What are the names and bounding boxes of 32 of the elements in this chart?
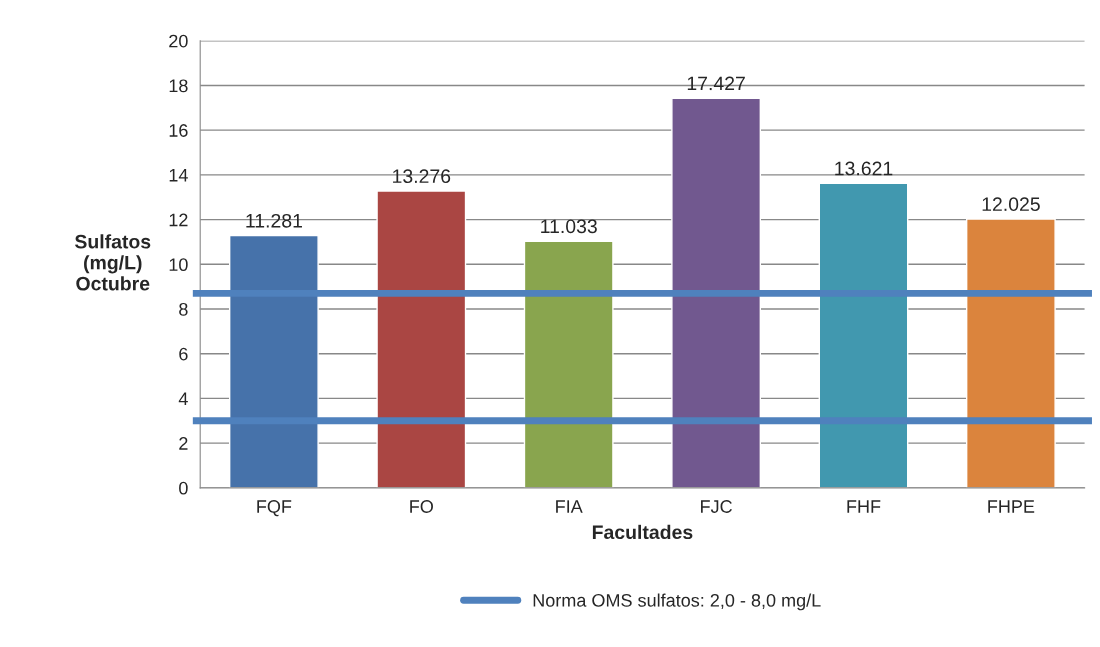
x-tick-label: FHPE [988, 500, 1035, 513]
y-tick-label: 20 [169, 34, 188, 48]
y-tick-label: 2 [179, 437, 188, 450]
x-tick-label: FHF [847, 500, 881, 513]
y-tick-label: 4 [178, 392, 188, 405]
data-label: 11.033 [541, 219, 597, 234]
legend-label: Norma OMS sulfatos: 2,0 - 8,0 mg/L [533, 593, 821, 611]
x-tick-label: FO [410, 500, 433, 513]
data-label: 17.427 [687, 76, 745, 91]
data-label: 12.025 [982, 197, 1040, 212]
data-label: 13.621 [835, 161, 893, 176]
y-tick-label: 6 [179, 347, 188, 361]
bar [523, 240, 614, 488]
x-tick-label: FJC [701, 500, 732, 513]
data-label: 13.276 [393, 169, 451, 184]
y-tick-label: 8 [179, 302, 188, 316]
y-axis-title: Sulfatos (mg/L) Octubre [74, 234, 151, 291]
y-tick-label: 18 [169, 79, 188, 93]
bar [965, 218, 1056, 488]
x-tick-label: FIA [556, 500, 583, 513]
bar [818, 182, 909, 488]
y-tick-label: 12 [169, 213, 188, 227]
y-tick-label: 14 [169, 169, 188, 182]
data-label: 11.281 [246, 213, 302, 228]
y-tick-label: 16 [169, 124, 188, 137]
x-tick-label: FQF [257, 500, 292, 517]
bar [376, 190, 467, 488]
bar [671, 97, 762, 488]
bar [228, 234, 319, 488]
x-axis-title: Facultades [592, 524, 693, 540]
y-tick-label: 0 [179, 481, 188, 495]
y-tick-label: 10 [169, 258, 188, 272]
